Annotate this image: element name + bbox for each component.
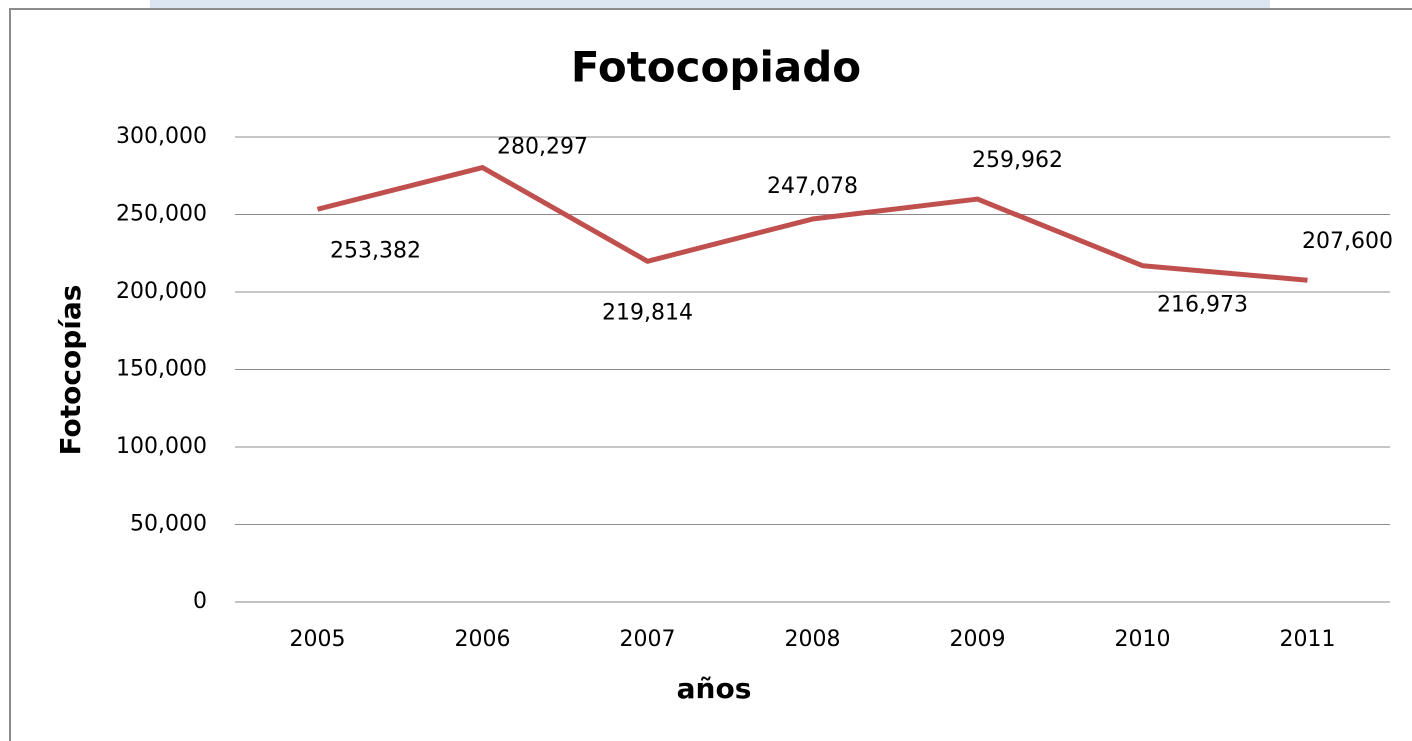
y-tick-label: 0: [193, 589, 207, 614]
y-tick-label: 50,000: [130, 512, 207, 537]
data-label: 219,814: [602, 300, 693, 325]
data-label: 280,297: [497, 135, 588, 160]
data-label: 207,600: [1302, 229, 1393, 254]
y-tick-label: 150,000: [116, 357, 207, 382]
chart-frame: [9, 8, 1412, 741]
top-band: [150, 0, 1270, 9]
x-tick-label: 2006: [455, 627, 511, 652]
y-tick-label: 300,000: [116, 124, 207, 149]
data-label: 247,078: [767, 174, 858, 199]
x-axis-title: años: [677, 672, 752, 705]
data-label: 216,973: [1157, 293, 1248, 318]
x-tick-label: 2010: [1115, 627, 1171, 652]
y-tick-label: 100,000: [116, 434, 207, 459]
y-tick-label: 250,000: [116, 202, 207, 227]
x-tick-label: 2009: [950, 627, 1006, 652]
data-label: 259,962: [972, 148, 1063, 173]
chart-title: Fotocopiado: [571, 43, 861, 92]
y-axis-title: Fotocopías: [54, 285, 87, 456]
y-tick-label: 200,000: [116, 279, 207, 304]
x-tick-label: 2008: [785, 627, 841, 652]
x-tick-label: 2007: [620, 627, 676, 652]
x-tick-label: 2005: [290, 627, 346, 652]
line-series: [316, 165, 1308, 283]
x-tick-label: 2011: [1280, 627, 1336, 652]
data-label: 253,382: [330, 238, 421, 263]
